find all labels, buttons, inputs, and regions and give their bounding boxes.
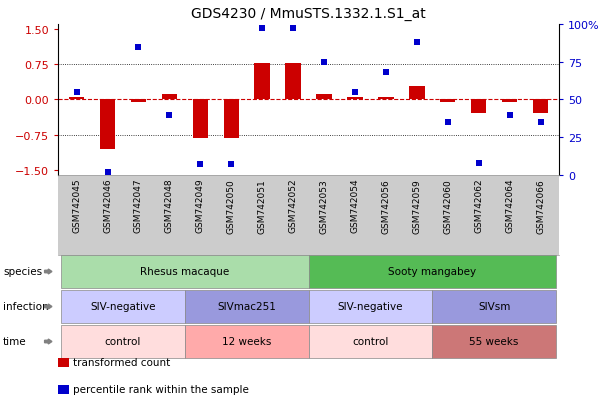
Text: SIVmac251: SIVmac251 [218,302,276,312]
Text: SIV-negative: SIV-negative [90,302,156,312]
Text: 55 weeks: 55 weeks [469,337,519,347]
Text: control: control [352,337,389,347]
Bar [502,100,518,102]
Bar [69,98,84,100]
Bar [254,64,270,100]
Text: 12 weeks: 12 weeks [222,337,271,347]
Text: control: control [105,337,141,347]
Text: transformed count: transformed count [73,357,170,367]
Bar [378,98,393,100]
Text: SIVsm: SIVsm [478,302,510,312]
Bar [285,64,301,100]
Text: time: time [3,337,27,347]
Bar [100,100,115,150]
Bar [224,100,239,139]
Bar [471,100,486,114]
Text: Sooty mangabey: Sooty mangabey [388,267,477,277]
Bar [440,100,455,102]
Bar [131,100,146,102]
Text: species: species [3,267,42,277]
Bar [347,98,363,100]
Bar [409,87,425,100]
Text: SIV-negative: SIV-negative [338,302,403,312]
Text: percentile rank within the sample: percentile rank within the sample [73,384,249,394]
Bar [316,95,332,100]
Title: GDS4230 / MmuSTS.1332.1.S1_at: GDS4230 / MmuSTS.1332.1.S1_at [191,7,426,21]
Bar [533,100,548,114]
Bar [192,100,208,139]
Bar [162,95,177,100]
Text: Rhesus macaque: Rhesus macaque [140,267,230,277]
Text: infection: infection [3,302,49,312]
